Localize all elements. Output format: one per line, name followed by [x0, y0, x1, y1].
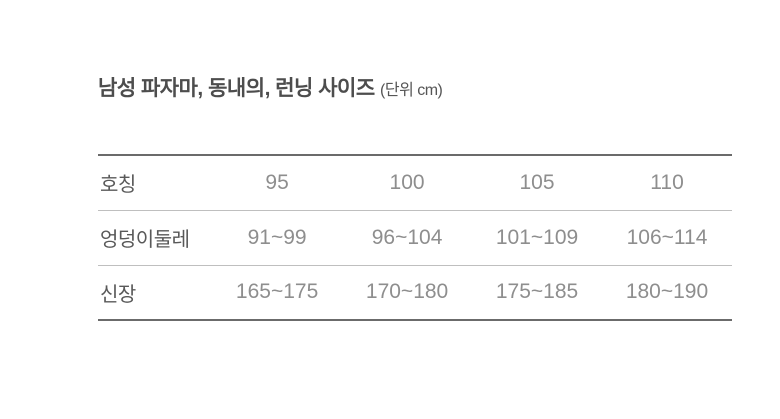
- size-value: 175~185: [472, 264, 603, 320]
- size-guide-section: 남성 파자마, 동내의, 런닝 사이즈 (단위 cm) 호칭 95 100 10…: [98, 74, 732, 321]
- size-value: 101~109: [472, 209, 603, 265]
- size-guide-title: 남성 파자마, 동내의, 런닝 사이즈 (단위 cm): [98, 74, 732, 106]
- size-value: 100: [389, 170, 425, 194]
- size-value: 91~99: [212, 209, 343, 265]
- size-value: 105: [519, 170, 555, 194]
- row-label: 호칭: [100, 174, 136, 197]
- size-value: 180~190: [602, 264, 732, 320]
- size-guide-unit-label: (단위 cm): [380, 82, 443, 99]
- table-row-size-designation: 호칭 95 100 105 110: [98, 155, 732, 210]
- size-value: 106~114: [602, 209, 732, 265]
- table-row-height: 신장 165~175 170~180 175~185 180~190: [98, 264, 732, 320]
- size-value: 96~104: [342, 209, 473, 265]
- row-label: 신장: [98, 264, 213, 320]
- size-value: 165~175: [212, 264, 343, 320]
- size-value: 170~180: [342, 264, 473, 320]
- size-value: 95: [265, 170, 289, 194]
- size-guide-title-text: 남성 파자마, 동내의, 런닝 사이즈: [98, 77, 375, 100]
- size-chart-table: 호칭 95 100 105 110 엉덩이둘레 91~99 96~104 101…: [98, 154, 732, 321]
- size-value: 110: [650, 170, 684, 194]
- table-row-hip-circumference: 엉덩이둘레 91~99 96~104 101~109 106~114: [98, 209, 732, 265]
- row-label: 엉덩이둘레: [98, 209, 213, 265]
